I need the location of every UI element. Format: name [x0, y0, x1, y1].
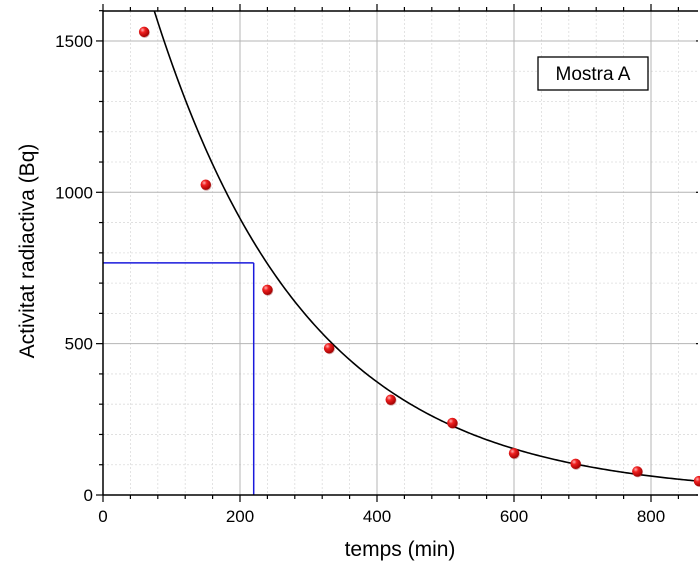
- annotation-text: Mostra A: [556, 64, 631, 85]
- x-axis-title: temps (min): [345, 538, 456, 561]
- y-axis-title: Activitat radiactiva (Bq): [16, 144, 39, 359]
- data-point: [632, 466, 643, 477]
- data-point: [508, 448, 520, 459]
- data-point: [385, 394, 396, 405]
- data-points: [138, 26, 700, 488]
- tick-labels: 0 200 400 600 800 0 500 1000 1500: [55, 32, 665, 526]
- guide-lines: [103, 262, 255, 495]
- data-point: [138, 26, 150, 38]
- x-tick-label: 0: [98, 507, 107, 526]
- x-tick-label: 400: [363, 507, 391, 526]
- data-point: [323, 342, 335, 354]
- axis-ticks: [96, 4, 698, 502]
- x-tick-label: 600: [500, 507, 528, 526]
- minor-grid: [103, 11, 698, 495]
- data-point: [693, 475, 700, 487]
- fit-curve: [153, 11, 698, 482]
- fit-curve-layer: [153, 11, 698, 482]
- y-tick-label: 1500: [55, 32, 93, 51]
- data-point: [447, 417, 458, 429]
- y-tick-label: 500: [65, 335, 93, 354]
- data-point: [200, 179, 211, 190]
- x-tick-label: 200: [226, 507, 254, 526]
- data-point: [262, 284, 273, 295]
- y-tick-label: 1000: [55, 183, 93, 202]
- major-grid: [103, 11, 698, 495]
- annotation-box: Mostra A: [537, 56, 649, 91]
- y-tick-label: 0: [84, 486, 93, 505]
- x-tick-label: 800: [637, 507, 665, 526]
- data-point: [570, 458, 581, 470]
